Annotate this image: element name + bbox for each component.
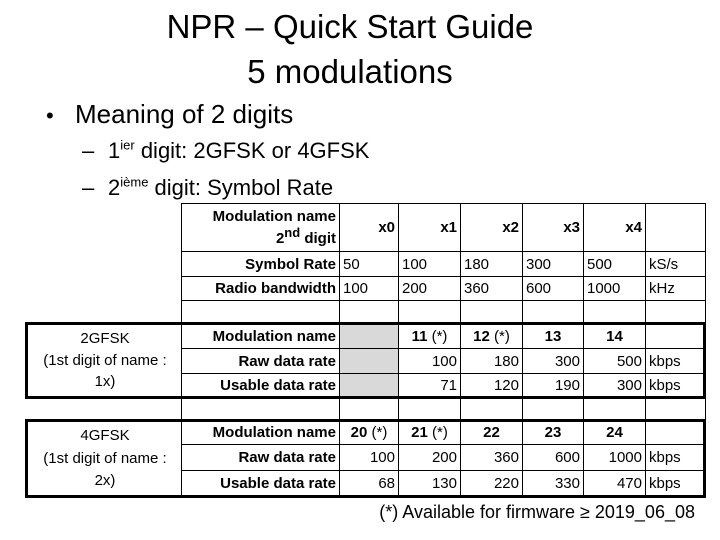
row-label: Raw data rate [181, 348, 340, 374]
ordinal-superscript: ième [120, 174, 149, 190]
table-cell: 1000 [583, 276, 646, 301]
table-cell: 360 [460, 276, 523, 301]
unit-cell: kbps [645, 444, 706, 471]
table-cell: 11 (*) [398, 323, 461, 349]
unit-cell: kbps [645, 373, 706, 398]
dash-icon: – [82, 138, 95, 163]
unit-cell: kbps [645, 348, 706, 374]
table-cell: 220 [460, 470, 523, 497]
spacer-row [181, 300, 706, 324]
2gfsk-modulation-name-row: Modulation name 11 (*) 12 (*) 13 14 [181, 323, 706, 349]
spacer-row [181, 397, 706, 421]
bullet-text: Meaning of 2 digits [75, 99, 294, 129]
row-label: Raw data rate [181, 444, 340, 471]
4gfsk-modulation-name-row: Modulation name 20 (*) 21 (*) 22 23 24 [181, 420, 706, 445]
header-unit-cell [645, 203, 706, 252]
table-cell: 24 [583, 420, 646, 445]
bullet-dot-icon: • [46, 103, 54, 128]
row-label: Radio bandwidth [181, 276, 340, 301]
table-cell: 500 [583, 251, 646, 277]
slide-title: NPR – Quick Start Guide 5 modulations [0, 4, 700, 94]
table-cell: 300 [522, 251, 584, 277]
table-cell: 23 [522, 420, 584, 445]
bullet-item: • Meaning of 2 digits [46, 99, 293, 133]
table-cell: 200 [398, 276, 461, 301]
col-header-x3: x3 [522, 203, 584, 252]
table-cell: 130 [398, 470, 461, 497]
sub-bullet-first-digit: – 1ier digit: 2GFSK or 4GFSK [82, 138, 369, 164]
table-cell: 100 [398, 348, 461, 374]
row-label: Usable data rate [181, 373, 340, 398]
table-cell: 100 [339, 444, 399, 471]
table-header-row: Modulation name 2nd digit x0 x1 x2 x3 x4 [181, 203, 706, 252]
table-cell: 200 [398, 444, 461, 471]
side-label-4gfsk: 4GFSK (1st digit of name : 2x) [43, 427, 167, 489]
sub-bullet-second-digit: – 2ième digit: Symbol Rate [82, 175, 333, 201]
sub-bullet-text: 2ième digit: Symbol Rate [108, 174, 334, 200]
table-cell: 360 [460, 444, 523, 471]
row-label: Symbol Rate [181, 251, 340, 277]
table-cell: 14 [583, 323, 646, 349]
table-cell: 120 [460, 373, 523, 398]
col-header-x4: x4 [583, 203, 646, 252]
table-cell: 68 [339, 470, 399, 497]
table-cell: 100 [339, 276, 399, 301]
slide-title-line2: 5 modulations [247, 53, 453, 90]
table-cell: 300 [583, 373, 646, 398]
slide-title-line1: NPR – Quick Start Guide [166, 8, 534, 45]
sub-bullet-text: 1ier digit: 2GFSK or 4GFSK [108, 137, 370, 163]
unit-cell: kS/s [645, 251, 706, 277]
dash-icon: – [82, 175, 95, 200]
table-cell: 300 [522, 348, 584, 374]
col-header-x2: x2 [460, 203, 523, 252]
table-cell: 50 [339, 251, 399, 277]
firmware-footnote: (*) Available for firmware ≥ 2019_06_08 [379, 502, 695, 522]
row-label: Modulation name [181, 420, 340, 445]
col-header-x0: x0 [339, 203, 399, 252]
ordinal-superscript: nd [284, 224, 301, 240]
ordinal-superscript: ier [120, 137, 135, 153]
side-label-2gfsk: 2GFSK (1st digit of name : 1x) [43, 329, 167, 391]
symbol-rate-row: Symbol Rate 50 100 180 300 500 kS/s [181, 251, 706, 277]
row-label: Usable data rate [181, 470, 340, 497]
modulation-table: Modulation name 2nd digit x0 x1 x2 x3 x4… [181, 203, 706, 497]
group-box-4gfsk: 4GFSK (1st digit of name : 2x) [25, 419, 706, 498]
table-cell: 100 [398, 251, 461, 277]
group-box-2gfsk: 2GFSK (1st digit of name : 1x) [25, 322, 706, 399]
table-cell: 600 [522, 444, 584, 471]
table-cell: 600 [522, 276, 584, 301]
radio-bandwidth-row: Radio bandwidth 100 200 360 600 1000 kHz [181, 276, 706, 301]
table-cell: 21 (*) [398, 420, 461, 445]
header-label-cell: Modulation name 2nd digit [181, 203, 340, 252]
table-cell: 180 [460, 251, 523, 277]
table-cell: 500 [583, 348, 646, 374]
col-header-x1: x1 [398, 203, 461, 252]
4gfsk-raw-data-rate-row: Raw data rate 100 200 360 600 1000 kbps [181, 444, 706, 471]
unit-cell: kHz [645, 276, 706, 301]
